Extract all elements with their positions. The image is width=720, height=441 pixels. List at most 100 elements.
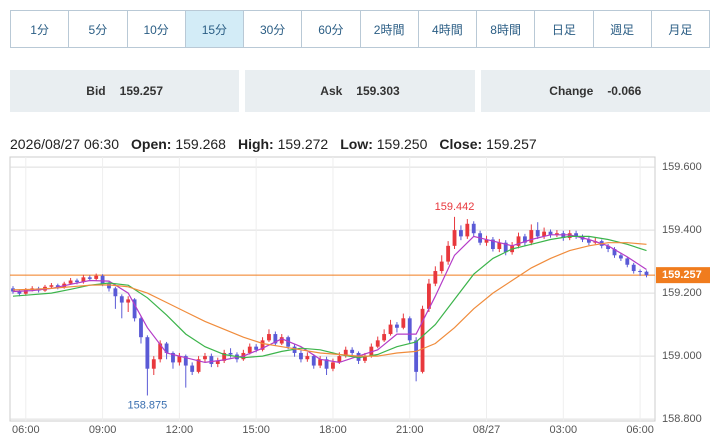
candle-body [586,239,591,243]
candle-body [222,352,227,361]
candle-body [363,356,367,361]
candle-body [420,308,425,372]
quote-label: Bid [86,84,106,98]
x-tick-label: 06:00 [626,424,654,436]
quote-box: Ask 159.303 [245,70,475,112]
candle-body [158,343,163,360]
candle-body [215,360,220,364]
candle-body [452,230,457,246]
candle-body [126,299,131,303]
candle-body [151,359,156,369]
x-tick-label: 15:00 [242,424,270,436]
candle-body [17,291,22,294]
candle-body [94,275,99,279]
timeframe-tab[interactable]: 10分 [128,11,186,47]
candle-body [516,236,521,246]
candle-body [350,349,355,353]
x-tick-label: 03:00 [550,424,578,436]
timeframe-tabs: 1分 5分 10分 15分 30分 60分 2時間 4時間 8時間 日足 週足 月足 [10,10,710,48]
candle-body [631,264,636,272]
candle-body [318,359,323,366]
last-price-box [656,267,710,284]
x-tick-label: 08/27 [473,424,501,436]
x-tick-label: 09:00 [89,424,117,436]
quote-value: 159.257 [119,84,164,98]
candle-body [522,236,527,243]
candle-body [81,277,86,283]
candle-body [132,299,137,319]
low-annotation: 158.875 [127,399,167,411]
candle-body [139,318,143,338]
timeframe-tab[interactable]: 月足 [668,22,693,37]
timeframe-tab[interactable]: 1分 [11,11,70,47]
y-tick-label: 159.400 [662,224,702,236]
timeframe-tab[interactable]: 週足 [594,11,652,47]
quote-label: Change [549,84,594,98]
quote-label: Ask [320,84,343,98]
timeframe-tab[interactable]: 4時間 [419,11,477,47]
ohlc-label: Low: [340,136,373,152]
candle-body [305,356,310,360]
candle-body [554,233,559,235]
candle-body [388,324,393,335]
candle-body [324,359,329,369]
candle-body [484,239,489,243]
candle-body [331,362,335,369]
quote-box: Change -0.066 [480,70,710,112]
moving-average-line [12,235,647,359]
candle-body [145,337,150,369]
candle-body [254,346,259,350]
timeframe-tab[interactable]: 8時間 [477,11,536,47]
candle-body [209,356,214,364]
ohlc-time: 2026/08/27 06:30 [10,136,119,152]
candle-body [618,255,623,259]
candle-body [273,334,278,344]
high-annotation: 159.442 [435,201,475,213]
ohlc-value: 159.268 [175,136,226,152]
candle-body [433,271,438,284]
candle-body [446,245,451,262]
candle-body [490,239,495,249]
quote-value: -0.066 [607,84,642,98]
candle-body [612,248,617,256]
candle-body [183,356,188,366]
candle-body [190,365,195,372]
candle-body [279,337,284,344]
timeframe-tab[interactable]: 2時間 [361,11,419,47]
candle-body [113,288,118,297]
candle-body [497,242,502,249]
moving-average-line [12,234,647,364]
candle-body [503,242,508,253]
ohlc-label: Open: [131,136,172,152]
candle-body [171,352,175,363]
candle-body [23,289,28,294]
timeframe-tab[interactable]: 日足 [535,11,594,47]
candle-body [395,324,399,328]
candle-body [561,233,566,238]
candle-body [299,352,303,360]
last-price-label: 159.257 [662,269,702,281]
y-tick-label: 159.200 [662,287,702,299]
candle-body [548,231,553,235]
ohlc-header: 2026/08/27 06:30 Open: 159.268 High: 159.2… [10,136,537,152]
candle-body [343,349,348,357]
candle-body [337,356,342,363]
timeframe-tab[interactable]: 5分 [69,11,128,47]
candle-body [107,283,111,289]
candle-body [382,334,387,341]
timeframe-tab[interactable]: 30分 [244,11,303,47]
candle-body [414,340,419,372]
candle-body [375,340,380,347]
candle-body [567,233,572,238]
y-tick-label: 159.600 [662,161,702,173]
candle-body [228,352,233,355]
candle-body [638,271,643,273]
timeframe-tab[interactable]: 60分 [302,11,361,47]
y-tick-label: 159.000 [662,350,702,362]
ohlc-label: High: [237,136,274,152]
candle-body [49,285,54,287]
moving-average-line [12,242,647,357]
timeframe-tab[interactable]: 15分 [185,11,244,47]
candle-body [267,334,271,341]
